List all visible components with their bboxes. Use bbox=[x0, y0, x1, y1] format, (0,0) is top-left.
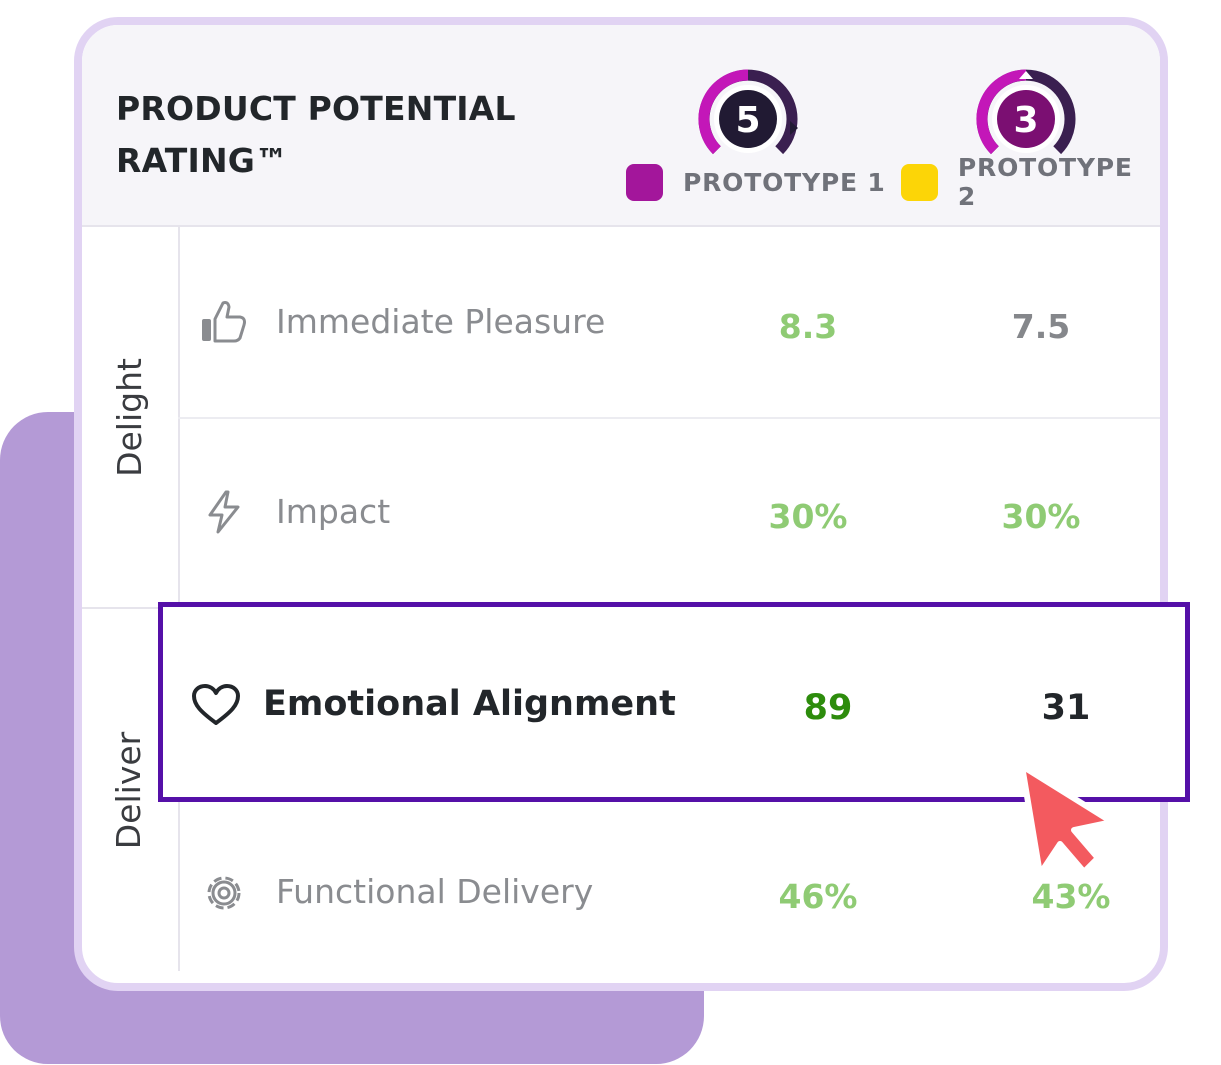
prototype-2-score: 3 bbox=[1013, 100, 1038, 141]
metric-row-emotional-alignment[interactable]: Emotional Alignment 89 31 bbox=[158, 602, 1190, 802]
prototype-1-score: 5 bbox=[735, 100, 760, 141]
rating-card: PRODUCT POTENTIAL RATING™ 5 3 bbox=[74, 17, 1168, 991]
metric-label: Functional Delivery bbox=[276, 872, 594, 911]
prototype-1-value: 46% bbox=[778, 877, 858, 916]
metric-row-functional-delivery[interactable]: Functional Delivery 46% 43% bbox=[178, 809, 1160, 971]
title-line: PRODUCT POTENTIAL RATING™ bbox=[116, 89, 516, 180]
metric-row-impact[interactable]: Impact 30% 30% bbox=[178, 419, 1160, 609]
prototype-2-value: 43% bbox=[1031, 877, 1111, 916]
metric-label: Emotional Alignment bbox=[263, 684, 676, 724]
lightning-icon bbox=[208, 490, 240, 534]
legend-swatch-prototype-1 bbox=[626, 163, 663, 201]
prototype-1-value: 8.3 bbox=[778, 307, 838, 346]
page-title: PRODUCT POTENTIAL RATING™ bbox=[116, 83, 516, 187]
legend-prototype-1: PROTOTYPE 1 bbox=[626, 162, 886, 202]
prototype-2-score-gauge: 3 bbox=[972, 65, 1080, 173]
metric-row-immediate-pleasure[interactable]: Immediate Pleasure 8.3 7.5 bbox=[178, 227, 1160, 417]
legend-prototype-2: PROTOTYPE 2 bbox=[901, 153, 1160, 211]
prototype-1-value: 89 bbox=[803, 688, 853, 728]
metric-label: Immediate Pleasure bbox=[276, 302, 606, 341]
prototype-2-value: 7.5 bbox=[1011, 307, 1071, 346]
thumbs-up-icon bbox=[202, 301, 246, 343]
group-delight: Delight bbox=[82, 227, 176, 607]
group-column: Delight Deliver bbox=[82, 227, 180, 971]
group-divider bbox=[82, 607, 176, 609]
card-header: PRODUCT POTENTIAL RATING™ 5 3 bbox=[82, 25, 1160, 227]
heart-icon bbox=[192, 684, 240, 725]
group-label-delight: Delight bbox=[109, 357, 149, 477]
legend-swatch-prototype-2 bbox=[901, 163, 938, 201]
gear-icon bbox=[207, 876, 241, 910]
group-label-deliver: Deliver bbox=[109, 731, 149, 849]
row-divider bbox=[178, 417, 1160, 419]
prototype-1-value: 30% bbox=[768, 497, 848, 536]
prototype-1-score-gauge: 5 bbox=[694, 65, 802, 173]
metric-label: Impact bbox=[276, 492, 391, 531]
legend-label-prototype-1: PROTOTYPE 1 bbox=[683, 167, 886, 197]
mouse-cursor-icon bbox=[1019, 763, 1115, 877]
prototype-2-value: 30% bbox=[1001, 497, 1081, 536]
legend-label-prototype-2: PROTOTYPE 2 bbox=[957, 153, 1133, 211]
prototype-2-value: 31 bbox=[1041, 688, 1091, 728]
